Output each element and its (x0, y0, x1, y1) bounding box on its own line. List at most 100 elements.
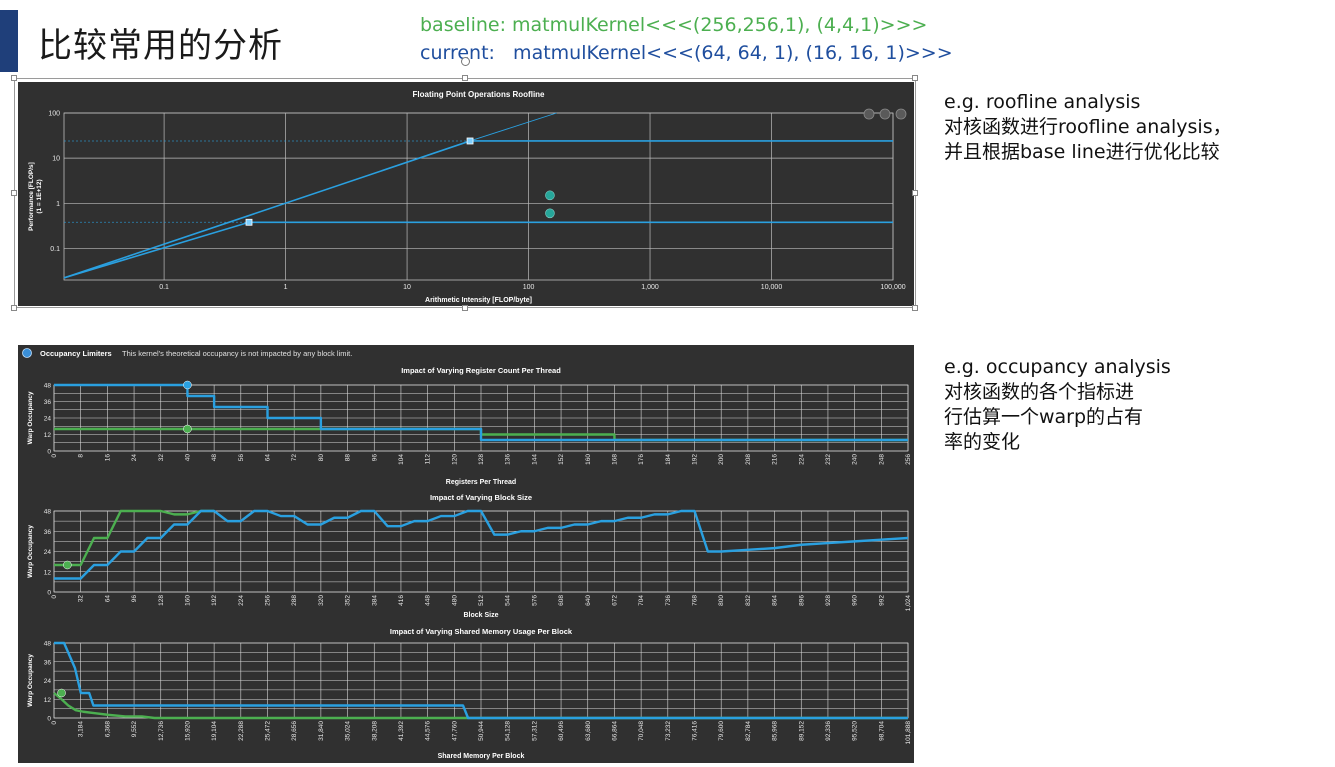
x-axis-label: Registers Per Thread (446, 479, 516, 486)
zoom-out-icon (879, 108, 891, 120)
x-tick-label: 384 (371, 595, 378, 606)
x-tick-label: 60,496 (558, 721, 565, 741)
resize-handle-mr[interactable] (912, 190, 918, 196)
resize-handle-ml[interactable] (11, 190, 17, 196)
x-tick-label: 54,128 (505, 721, 512, 741)
x-tick-label: 19,104 (211, 721, 218, 741)
x-tick-label: 12,736 (158, 721, 165, 741)
y-axis-label: Warp Occupancy (27, 391, 34, 444)
rotate-handle[interactable] (461, 57, 470, 66)
x-tick-label: 208 (745, 454, 752, 465)
x-tick-label: 248 (878, 454, 885, 465)
y-tick-label: 12 (44, 569, 52, 576)
occupancy-header-label: Occupancy Limiters (40, 349, 112, 358)
x-tick-label: 832 (745, 595, 752, 606)
baseline-current-point (63, 560, 72, 570)
page-title: 比较常用的分析 (38, 26, 283, 66)
x-tick-label: 63,680 (585, 721, 592, 741)
resize-handle-br[interactable] (912, 305, 918, 311)
y-tick-label: 0 (47, 716, 51, 723)
x-tick-label: 9,552 (131, 721, 138, 738)
note-line: 对核函数进行roofline analysis， (944, 116, 1232, 138)
x-tick-label: 512 (478, 595, 485, 606)
x-tick-label: 50,944 (478, 721, 485, 741)
y-tick-label: 48 (44, 509, 52, 516)
zoom-in-icon (863, 108, 875, 120)
x-tick-label: 192 (692, 454, 699, 465)
x-tick-label: 152 (558, 454, 565, 465)
x-tick-label: 73,232 (665, 721, 672, 741)
x-tick-label: 288 (291, 595, 298, 606)
y-tick-label: 0 (47, 449, 51, 456)
x-tick-label: 22,288 (238, 721, 245, 741)
occupancy-panel[interactable]: Occupancy Limiters This kernel's theoret… (18, 345, 914, 763)
x-tick-label: 40 (184, 454, 191, 462)
x-tick-label: 800 (718, 595, 725, 606)
x-tick-label: 168 (611, 454, 618, 465)
x-tick-label: 10,000 (761, 284, 783, 291)
y-tick-label: 10 (52, 156, 60, 163)
title-accent-bar (0, 10, 18, 72)
x-tick-label: 8 (78, 454, 85, 458)
baseline-series (54, 509, 215, 567)
x-tick-label: 98,704 (878, 721, 885, 741)
roofline-series (63, 221, 893, 279)
x-tick-label: 704 (638, 595, 645, 606)
x-tick-label: 160 (585, 454, 592, 465)
x-tick-label: 44,576 (425, 721, 432, 741)
current-series (54, 383, 908, 442)
ridge-point-marker (466, 137, 474, 145)
note-line: 行估算一个warp的占有 (944, 406, 1144, 428)
baseline-current-point (57, 688, 66, 698)
x-tick-label: 608 (558, 595, 565, 606)
roofline-panel[interactable]: 0.1 1 10 100 1,000 10,000 100,000 0.1 1 10 100 Floa… (18, 82, 914, 306)
x-tick-label: 32 (158, 454, 165, 462)
x-tick-label: 85,968 (772, 721, 779, 741)
current-series (54, 641, 908, 720)
resize-handle-tl[interactable] (11, 75, 17, 81)
x-tick-label: 136 (505, 454, 512, 465)
x-tick-label: 88 (345, 454, 352, 462)
x-tick-label: 100,000 (880, 284, 905, 291)
x-tick-label: 176 (638, 454, 645, 465)
y-axis-label: Performance [FLOP/s] (28, 162, 35, 231)
resize-handle-bc[interactable] (462, 305, 468, 311)
x-tick-label: 64 (104, 595, 111, 603)
x-tick-label: 672 (611, 595, 618, 606)
x-tick-label: 0 (51, 595, 58, 599)
x-tick-label: 100 (523, 284, 535, 291)
note-line: 对核函数的各个指标进 (944, 381, 1135, 403)
info-icon[interactable] (22, 348, 32, 358)
y-axis-label: Warp Occupancy (27, 525, 34, 578)
roofline-chart[interactable]: 0.1 1 10 100 1,000 10,000 100,000 0.1 1 10 100 Floa… (18, 82, 914, 306)
x-axis-label: Shared Memory Per Block (438, 753, 525, 760)
x-tick-label: 416 (398, 595, 405, 606)
chart-title: Impact of Varying Block Size (430, 493, 532, 502)
x-tick-label: 79,600 (718, 721, 725, 741)
x-tick-label: 144 (531, 454, 538, 465)
x-tick-label: 31,840 (318, 721, 325, 741)
resize-handle-tr[interactable] (912, 75, 918, 81)
x-tick-label: 25,472 (265, 721, 272, 741)
x-tick-label: 70,048 (638, 721, 645, 741)
y-tick-label: 100 (48, 111, 60, 118)
y-tick-label: 12 (44, 697, 52, 704)
x-tick-label: 928 (825, 595, 832, 606)
x-tick-label: 448 (425, 595, 432, 606)
y-tick-label: 36 (44, 659, 52, 666)
achieved-point (545, 190, 555, 201)
x-tick-label: 640 (585, 595, 592, 606)
x-tick-label: 66,864 (611, 721, 618, 741)
occupancy-charts[interactable]: Occupancy Limiters This kernel's theoret… (18, 345, 914, 763)
resize-handle-bl[interactable] (11, 305, 17, 311)
resize-handle-tc[interactable] (462, 75, 468, 81)
y-tick-label: 36 (44, 399, 52, 406)
x-tick-label: 3,184 (78, 721, 85, 738)
y-tick-label: 1 (56, 201, 60, 208)
x-tick-label: 576 (531, 595, 538, 606)
baseline-current-point (183, 424, 192, 434)
x-tick-label: 896 (798, 595, 805, 606)
x-tick-label: 64 (265, 454, 272, 462)
current-config-label: current: matmulKernel<<<(64, 64, 1), (16… (420, 42, 953, 64)
chart-title: Impact of Varying Shared Memory Usage Pe… (390, 627, 573, 636)
